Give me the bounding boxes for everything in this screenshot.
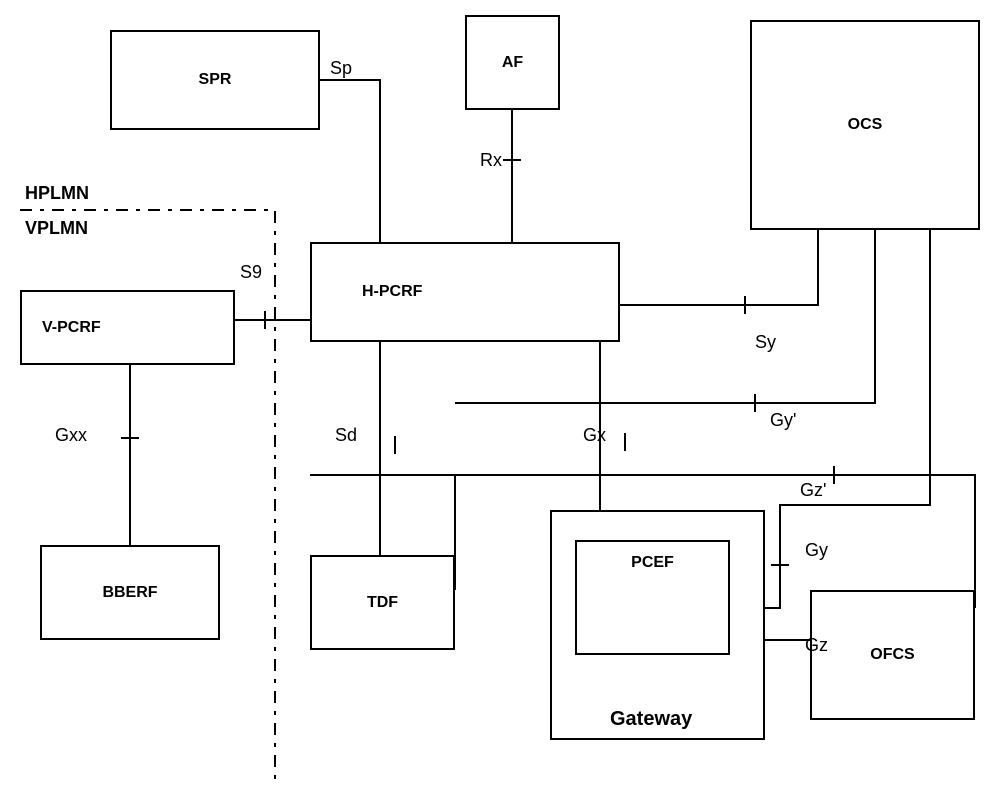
node-ofcs-label: OFCS	[870, 646, 914, 664]
node-gateway-label: Gateway	[610, 708, 692, 731]
node-af-label: AF	[502, 54, 523, 72]
node-pcef: PCEF	[575, 540, 730, 655]
edge-label-gy: Gy	[805, 540, 828, 561]
edge-label-gyp: Gy'	[770, 410, 796, 431]
node-vpcrf: V-PCRF	[20, 290, 235, 365]
edge-label-gz: Gz	[805, 635, 828, 656]
diagram-canvas: SPR AF OCS H-PCRF V-PCRF BBERF TDF Gatew…	[0, 0, 1000, 792]
node-ofcs: OFCS	[810, 590, 975, 720]
node-hpcrf: H-PCRF	[310, 242, 620, 342]
label-vplmn: VPLMN	[25, 218, 88, 239]
node-spr-label: SPR	[199, 71, 232, 89]
node-vpcrf-label: V-PCRF	[42, 319, 101, 337]
node-bberf: BBERF	[40, 545, 220, 640]
edge-label-gxx: Gxx	[55, 425, 87, 446]
node-tdf-label: TDF	[367, 594, 398, 612]
node-bberf-label: BBERF	[102, 584, 157, 602]
edge-label-sd: Sd	[335, 425, 357, 446]
node-hpcrf-label: H-PCRF	[362, 283, 422, 301]
node-tdf: TDF	[310, 555, 455, 650]
node-spr: SPR	[110, 30, 320, 130]
edge-label-sy: Sy	[755, 332, 776, 353]
node-ocs: OCS	[750, 20, 980, 230]
edge-label-gx: Gx	[583, 425, 606, 446]
edge-label-sp: Sp	[330, 58, 352, 79]
edge-label-gzp: Gz'	[800, 480, 826, 501]
node-af: AF	[465, 15, 560, 110]
edge-label-s9: S9	[240, 262, 262, 283]
edge-label-rx: Rx	[480, 150, 502, 171]
node-ocs-label: OCS	[848, 116, 883, 134]
node-pcef-label: PCEF	[631, 554, 674, 572]
label-hplmn: HPLMN	[25, 183, 89, 204]
